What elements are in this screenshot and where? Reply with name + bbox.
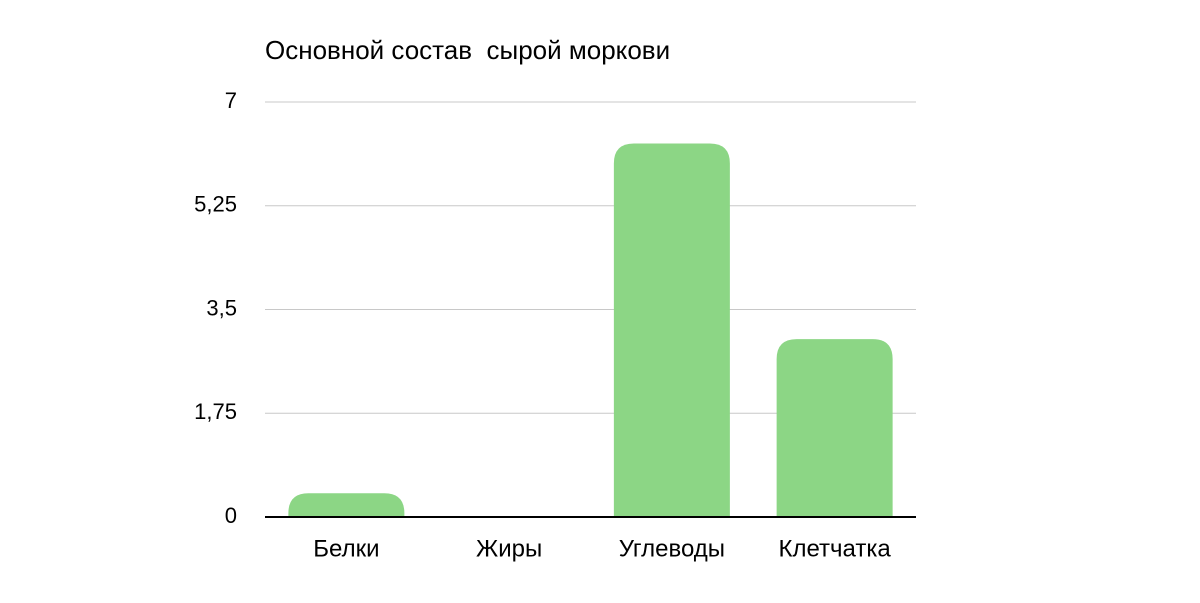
bar	[288, 493, 405, 517]
y-tick-label: 1,75	[194, 399, 237, 424]
bar	[776, 339, 893, 517]
x-tick-label: Жиры	[476, 535, 542, 562]
x-tick-label: Клетчатка	[779, 535, 892, 562]
bar	[613, 143, 730, 517]
y-tick-label: 0	[225, 503, 237, 528]
y-tick-label: 5,25	[194, 192, 237, 217]
chart-title: Основной состав сырой моркови	[265, 35, 670, 65]
x-tick-label: Углеводы	[619, 535, 725, 562]
x-tick-label: Белки	[313, 535, 379, 562]
y-tick-label: 7	[225, 88, 237, 113]
y-tick-label: 3,5	[206, 295, 237, 320]
